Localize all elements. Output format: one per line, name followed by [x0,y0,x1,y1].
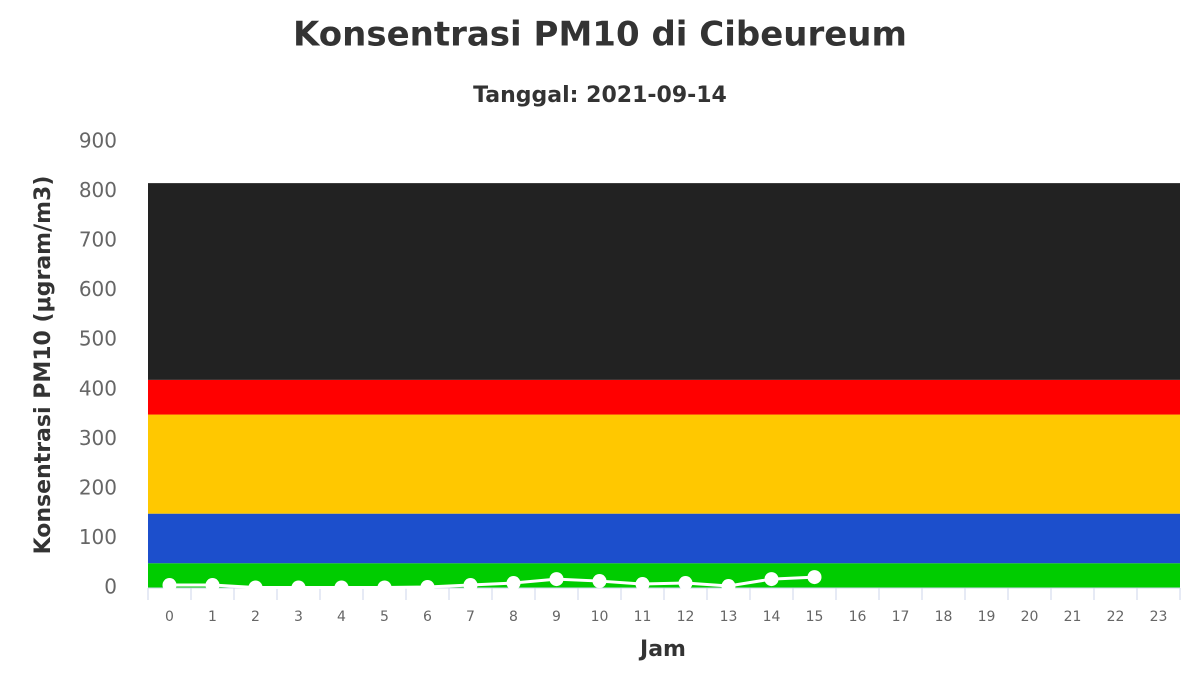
data-point [506,576,521,591]
x-tick-label: 20 [1021,609,1039,625]
data-point [162,578,177,593]
y-tick-label: 200 [79,475,117,499]
x-tick-label: 13 [720,609,738,625]
x-tick-label: 19 [978,609,996,625]
y-tick-label: 0 [104,575,117,599]
plot-band [148,379,1180,415]
y-axis-label: Konsentrasi PM10 (μgram/m3) [31,176,56,555]
data-point [334,580,349,595]
x-tick-label: 11 [634,609,652,625]
data-point [635,577,650,592]
x-tick-label: 21 [1064,609,1082,625]
y-tick-label: 500 [79,327,117,351]
data-point [807,570,822,585]
x-tick-label: 23 [1150,609,1168,625]
y-tick-label: 600 [79,277,117,301]
data-point [549,572,564,587]
data-point [248,580,263,595]
data-point [678,576,693,591]
plot-band [148,183,1180,380]
data-point [463,578,478,593]
x-tick-label: 2 [251,609,260,625]
data-point [592,574,607,589]
x-tick-label: 14 [763,609,781,625]
x-tick-label: 3 [294,609,303,625]
x-tick-label: 16 [849,609,867,625]
chart-subtitle: Tanggal: 2021-09-14 [473,83,727,108]
x-tick-label: 12 [677,609,695,625]
plot-band [148,414,1180,514]
x-tick-label: 18 [935,609,953,625]
x-tick-label: 9 [552,609,561,625]
x-tick-label: 17 [892,609,910,625]
data-point [291,580,306,595]
x-tick-label: 4 [337,609,346,625]
x-tick-label: 7 [466,609,475,625]
x-tick-label: 6 [423,609,432,625]
x-tick-label: 22 [1107,609,1125,625]
plot-band [148,513,1180,564]
data-point [420,580,435,595]
x-tick-label: 10 [591,609,609,625]
data-point [377,580,392,595]
data-point [764,572,779,587]
y-tick-label: 400 [79,376,117,400]
y-tick-label: 700 [79,228,117,252]
x-axis-label: Jam [638,637,686,662]
x-tick-label: 5 [380,609,389,625]
chart-title: Konsentrasi PM10 di Cibeureum [293,15,907,55]
data-point [205,578,220,593]
data-point [721,579,736,594]
x-tick-label: 0 [165,609,174,625]
y-tick-label: 100 [79,525,117,549]
x-tick-label: 1 [208,609,217,625]
x-tick-label: 8 [509,609,518,625]
y-tick-label: 800 [79,178,117,202]
series-line [169,575,815,590]
y-tick-label: 300 [79,426,117,450]
y-tick-label: 900 [79,129,117,153]
x-tick-label: 15 [806,609,824,625]
